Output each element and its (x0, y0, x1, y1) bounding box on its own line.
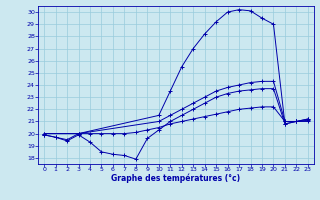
X-axis label: Graphe des températures (°c): Graphe des températures (°c) (111, 174, 241, 183)
